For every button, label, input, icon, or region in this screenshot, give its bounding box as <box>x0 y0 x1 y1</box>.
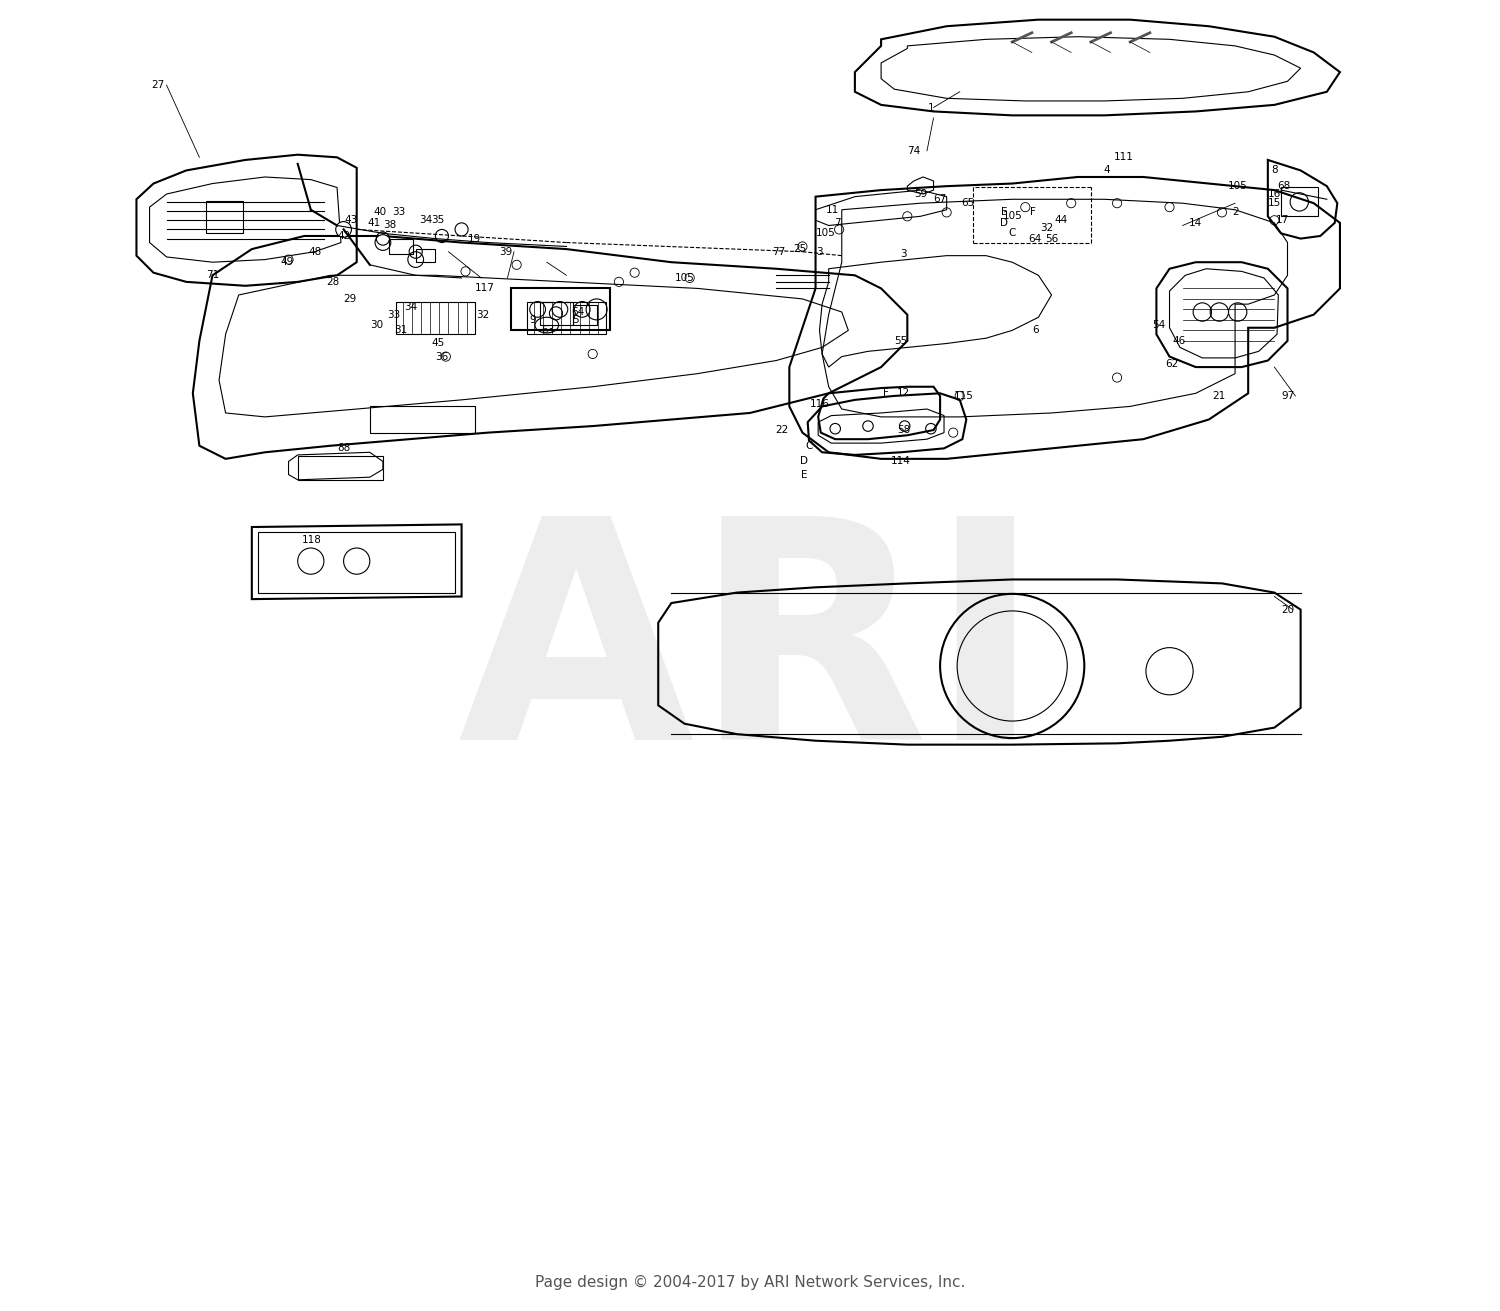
Text: 77: 77 <box>772 246 786 257</box>
Circle shape <box>408 252 423 267</box>
Text: 11: 11 <box>827 205 839 215</box>
Text: 9: 9 <box>530 315 536 325</box>
Bar <box>1281 187 1317 216</box>
Text: 56: 56 <box>1046 233 1058 244</box>
Text: 7: 7 <box>834 218 842 228</box>
Text: 5: 5 <box>573 315 579 325</box>
Text: 3: 3 <box>816 246 824 257</box>
Text: 74: 74 <box>908 146 921 156</box>
Text: 117: 117 <box>476 283 495 294</box>
Bar <box>206 201 243 233</box>
Text: 6: 6 <box>1032 325 1040 336</box>
Text: 67: 67 <box>933 194 946 205</box>
Text: 71: 71 <box>206 270 219 281</box>
Text: 55: 55 <box>894 336 908 346</box>
Text: 88: 88 <box>338 443 350 454</box>
Text: 1: 1 <box>927 102 934 113</box>
Text: 34: 34 <box>420 215 434 225</box>
Bar <box>297 456 382 480</box>
Bar <box>573 305 597 325</box>
Text: 28: 28 <box>327 277 339 287</box>
Text: 118: 118 <box>302 535 322 545</box>
Text: 105: 105 <box>675 273 694 283</box>
Text: 97: 97 <box>1281 391 1294 401</box>
Circle shape <box>375 235 392 250</box>
Bar <box>396 302 474 334</box>
Bar <box>526 302 606 334</box>
Text: D: D <box>800 456 808 467</box>
Text: 116: 116 <box>810 399 830 409</box>
Text: ARI: ARI <box>458 507 1042 804</box>
Text: 49: 49 <box>280 257 294 267</box>
Text: C: C <box>1008 228 1016 239</box>
Bar <box>540 302 573 325</box>
Text: 105: 105 <box>816 228 836 239</box>
Text: 25: 25 <box>794 244 807 254</box>
Text: 14: 14 <box>1190 218 1203 228</box>
Text: 34: 34 <box>404 302 417 312</box>
Text: 12: 12 <box>897 388 910 399</box>
Bar <box>390 239 412 254</box>
Text: Page design © 2004-2017 by ARI Network Services, Inc.: Page design © 2004-2017 by ARI Network S… <box>536 1274 964 1290</box>
Text: 31: 31 <box>394 325 408 336</box>
Text: 29: 29 <box>344 294 357 304</box>
Text: 111: 111 <box>1113 152 1134 163</box>
Bar <box>258 532 454 593</box>
Text: 44: 44 <box>1054 215 1068 225</box>
Text: E: E <box>1000 207 1008 218</box>
Text: E: E <box>801 469 807 480</box>
Text: 15: 15 <box>1268 198 1281 208</box>
Text: 64: 64 <box>1028 233 1041 244</box>
Text: 45: 45 <box>432 338 444 349</box>
Text: 2: 2 <box>1232 207 1239 218</box>
Text: 33: 33 <box>387 309 400 320</box>
Text: 115: 115 <box>954 391 974 401</box>
Text: 64: 64 <box>572 307 585 317</box>
Text: 33: 33 <box>392 207 405 218</box>
Text: 32: 32 <box>1040 223 1053 233</box>
Bar <box>370 406 474 433</box>
Text: D: D <box>1000 218 1008 228</box>
Text: 40: 40 <box>374 207 387 218</box>
Text: 62: 62 <box>1166 359 1179 370</box>
Text: 32: 32 <box>476 309 489 320</box>
Text: F: F <box>884 388 890 399</box>
Bar <box>512 288 609 330</box>
Text: 20: 20 <box>1281 604 1294 615</box>
Circle shape <box>336 222 351 237</box>
Text: 30: 30 <box>370 320 382 330</box>
Text: 42: 42 <box>338 231 350 241</box>
Text: 16: 16 <box>1268 189 1281 199</box>
Text: 41: 41 <box>368 218 381 228</box>
Text: 19: 19 <box>468 233 482 244</box>
Text: 114: 114 <box>891 456 910 467</box>
Text: 54: 54 <box>1152 320 1166 330</box>
Text: 105: 105 <box>1228 181 1248 191</box>
Text: 4: 4 <box>1104 165 1110 176</box>
Text: 35: 35 <box>432 215 444 225</box>
Text: 65: 65 <box>962 198 975 208</box>
Text: 58: 58 <box>897 425 910 435</box>
Text: 59: 59 <box>914 189 927 199</box>
Text: 8: 8 <box>1270 165 1278 176</box>
Text: 43: 43 <box>345 215 358 225</box>
Text: 63: 63 <box>542 325 555 336</box>
Text: 38: 38 <box>382 220 396 231</box>
Text: C: C <box>806 440 813 451</box>
Text: 46: 46 <box>1172 336 1185 346</box>
Text: 105: 105 <box>1002 211 1022 222</box>
Text: F: F <box>1030 207 1036 218</box>
Text: 22: 22 <box>776 425 788 435</box>
Text: 21: 21 <box>1212 391 1225 401</box>
Text: 27: 27 <box>152 80 164 90</box>
Text: 68: 68 <box>1276 181 1290 191</box>
Text: 39: 39 <box>500 246 513 257</box>
Text: 17: 17 <box>1275 215 1288 225</box>
Text: 36: 36 <box>435 351 448 362</box>
Bar <box>416 249 435 262</box>
Text: 3: 3 <box>900 249 906 260</box>
Text: 48: 48 <box>308 246 321 257</box>
